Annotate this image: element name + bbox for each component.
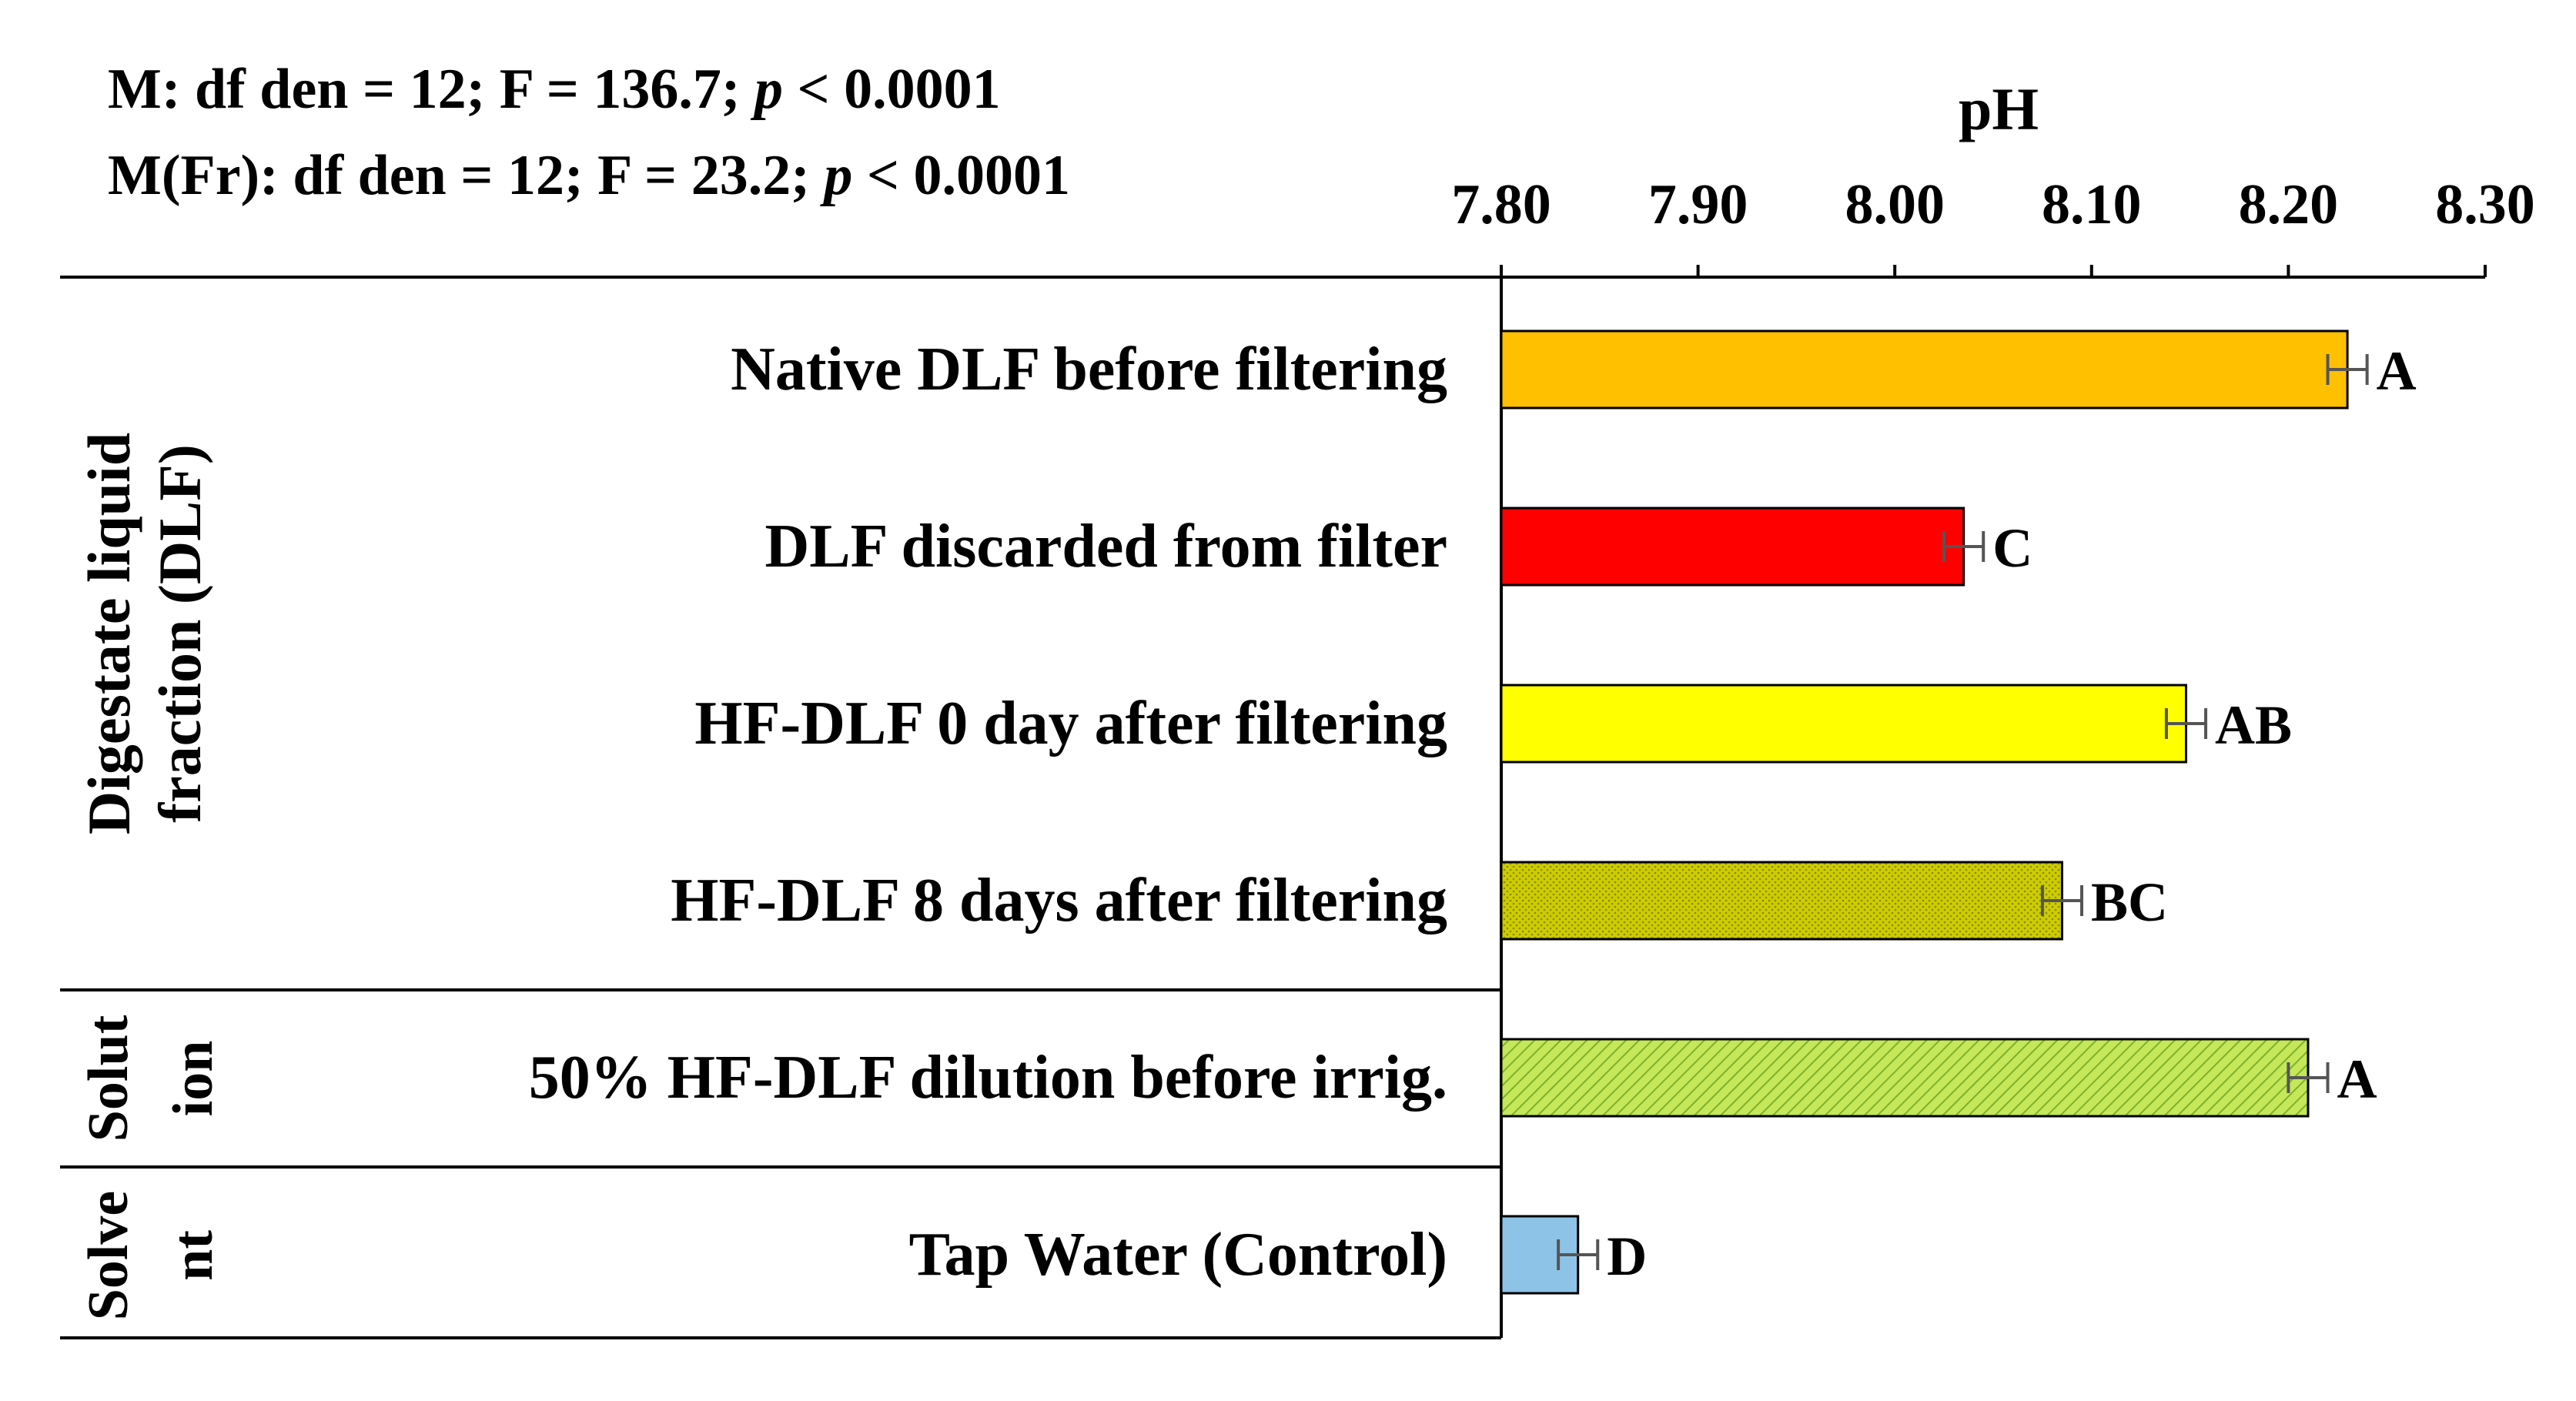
group-label: nt [162, 1230, 225, 1281]
bar [1500, 1038, 2310, 1118]
x-tick-label: 7.80 [1451, 173, 1551, 236]
category-label: DLF discarded from filter [765, 513, 1447, 580]
group-label: Digestate liquid [75, 433, 142, 834]
bar [1500, 684, 2187, 764]
stats-line-2-suffix: < 0.0001 [852, 144, 1070, 207]
bars: Native DLF before filtering A DLF discarde… [529, 329, 2417, 1295]
x-tick-label: 8.00 [1845, 173, 1945, 236]
significance-letter: AB [2215, 694, 2292, 756]
x-axis: 7.80 7.90 8.00 8.10 8.20 8.30 [1451, 173, 2535, 279]
stats-line-2-prefix: M(Fr): df den = 12; F = 23.2; [108, 144, 824, 207]
category-label: Tap Water (Control) [909, 1221, 1447, 1289]
x-tick-label: 7.90 [1648, 173, 1748, 236]
significance-letter: A [2377, 340, 2417, 402]
category-label: 50% HF-DLF dilution before irrig. [529, 1044, 1447, 1112]
category-label: HF-DLF 8 days after filtering [671, 867, 1447, 935]
group-labels: Digestate liquid fraction (DLF) Solut ion So… [75, 433, 225, 1320]
significance-letter: C [1992, 517, 2032, 579]
group-label: Solut [77, 1015, 140, 1142]
bar [1500, 861, 2063, 941]
significance-letter: D [1607, 1225, 1647, 1287]
stats-line-1-suffix: < 0.0001 [783, 58, 1001, 121]
stats-line-1-prefix: M: df den = 12; F = 136.7; [108, 58, 754, 121]
category-label: Native DLF before filtering [731, 336, 1447, 403]
group-label: fraction (DLF) [146, 444, 213, 823]
x-tick-label: 8.10 [2042, 173, 2142, 236]
stats-line-1-p: p [750, 58, 783, 121]
group-label: ion [162, 1041, 225, 1117]
bar [1500, 507, 1965, 587]
x-tick-label: 8.30 [2435, 173, 2535, 236]
stats-line-2: M(Fr): df den = 12; F = 23.2; p < 0.0001 [108, 144, 1070, 207]
significance-letter: BC [2091, 871, 2168, 933]
stats-line-2-p: p [819, 144, 852, 207]
stats-line-1: M: df den = 12; F = 136.7; p < 0.0001 [108, 58, 1001, 121]
group-label: Solve [77, 1191, 140, 1321]
category-label: HF-DLF 0 day after filtering [694, 690, 1447, 757]
x-tick-label: 8.20 [2239, 173, 2339, 236]
table-frame [60, 276, 1503, 1339]
significance-letter: A [2337, 1048, 2377, 1110]
x-axis-title: pH [1959, 75, 2039, 142]
bar [1500, 329, 2349, 410]
